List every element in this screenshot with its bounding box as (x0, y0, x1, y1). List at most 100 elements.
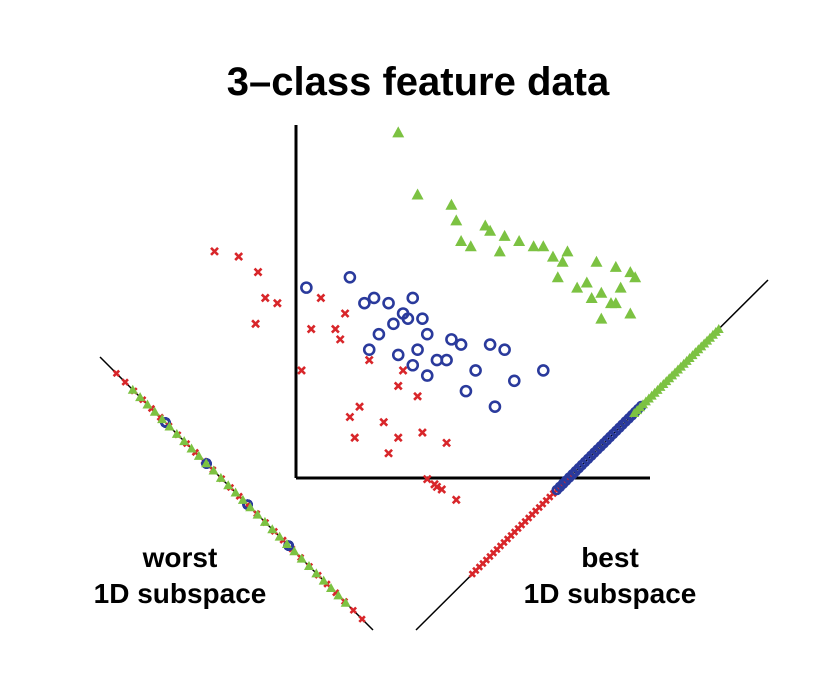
class2-point (401, 312, 415, 325)
class2-point (536, 364, 550, 377)
class1-point (234, 252, 244, 261)
worst-projection-point (237, 494, 248, 504)
class2-point (367, 291, 381, 305)
worst-projection-point (245, 502, 256, 512)
class3-point (411, 188, 424, 200)
class3-point (571, 281, 584, 293)
class3-point (614, 281, 627, 293)
class3-point (445, 198, 458, 210)
class3-point (585, 291, 598, 303)
best-subspace-label: best 1D subspace (490, 540, 730, 612)
class3-point (561, 245, 574, 257)
class2-point (488, 400, 502, 413)
class2-point (440, 353, 453, 367)
class1-point (330, 324, 340, 334)
class2-point (387, 317, 400, 331)
class3-point (546, 250, 559, 262)
diagram-title: 3–class feature data (226, 60, 610, 104)
class3-point (464, 240, 477, 252)
class2-point (459, 384, 473, 398)
worst-projection-point (259, 516, 270, 526)
worst-projection-point (281, 538, 292, 548)
class1-point (272, 298, 282, 308)
class1-point (340, 309, 350, 318)
class3-point (498, 229, 511, 241)
worst-projection-point (252, 509, 263, 519)
class3-point (595, 286, 608, 298)
class2-point (420, 369, 434, 382)
class3-point (624, 307, 637, 319)
class3-point (595, 312, 608, 324)
class1-point (451, 495, 461, 505)
worst-projection-point (201, 458, 212, 468)
class2-point (411, 343, 424, 357)
best-label-line2: 1D subspace (523, 578, 697, 609)
class3-point (609, 260, 622, 272)
worst-projection-point (311, 568, 322, 578)
best-label-line1: best (581, 542, 639, 573)
class2-point (454, 338, 468, 351)
class2-point (498, 343, 511, 357)
worst-projection-point (267, 524, 278, 534)
class2-point (445, 333, 458, 346)
class1-point (437, 485, 447, 494)
worst-projection-point (223, 480, 234, 490)
class1-point (393, 381, 403, 391)
worst-label-line1: worst (142, 542, 218, 573)
worst-projection-point (358, 615, 366, 623)
worst-projection-point (289, 546, 300, 556)
class3-point (590, 255, 603, 267)
class3-point (513, 235, 526, 247)
class2-point (507, 374, 521, 388)
worst-projection-point (230, 487, 241, 497)
worst-label-line2: 1D subspace (93, 578, 267, 609)
class3-point (604, 297, 617, 309)
worst-projection-point (142, 399, 153, 409)
worst-projection-point (303, 560, 314, 570)
worst-projection-point (186, 443, 197, 453)
class1-point (364, 355, 374, 365)
class2-point (406, 291, 420, 305)
class1-point (393, 433, 403, 443)
worst-projection-point (215, 472, 226, 482)
class3-point (556, 255, 569, 267)
class1-point (260, 293, 270, 303)
worst-projection-point (157, 414, 168, 424)
class3-point (493, 245, 506, 257)
class3-point (551, 271, 564, 283)
class1-point (253, 267, 263, 277)
best-projection-point (713, 324, 724, 333)
class1-point (335, 334, 345, 344)
class1-point (306, 324, 316, 334)
class1-point (210, 246, 219, 256)
class2-point (406, 358, 420, 372)
class3-point (624, 266, 637, 278)
worst-projection-point (121, 378, 129, 386)
class3-point (629, 271, 642, 283)
class2-point (469, 364, 482, 377)
worst-projection-point (208, 465, 219, 475)
class3-point (455, 235, 468, 247)
class2-point (382, 296, 395, 310)
class1-point (350, 433, 360, 443)
worst-projection-point (112, 369, 121, 378)
class1-point (297, 366, 306, 375)
worst-projection-point (340, 597, 351, 607)
class1-point (316, 293, 326, 303)
class2-point (358, 296, 371, 310)
class1-point (417, 428, 427, 437)
class1-point (355, 402, 364, 412)
class2-point (300, 281, 313, 294)
worst-projection-point (164, 421, 175, 431)
worst-projection-point (193, 450, 204, 460)
worst-projection-point (274, 531, 285, 541)
worst-subspace-label: worst 1D subspace (60, 540, 300, 612)
worst-projection-point (149, 406, 160, 416)
best-projection-points (468, 324, 724, 578)
class2-point (483, 338, 497, 351)
class2-point (416, 312, 429, 325)
class1-point (379, 417, 389, 427)
class1-point (413, 391, 423, 401)
class1-point (384, 448, 393, 458)
